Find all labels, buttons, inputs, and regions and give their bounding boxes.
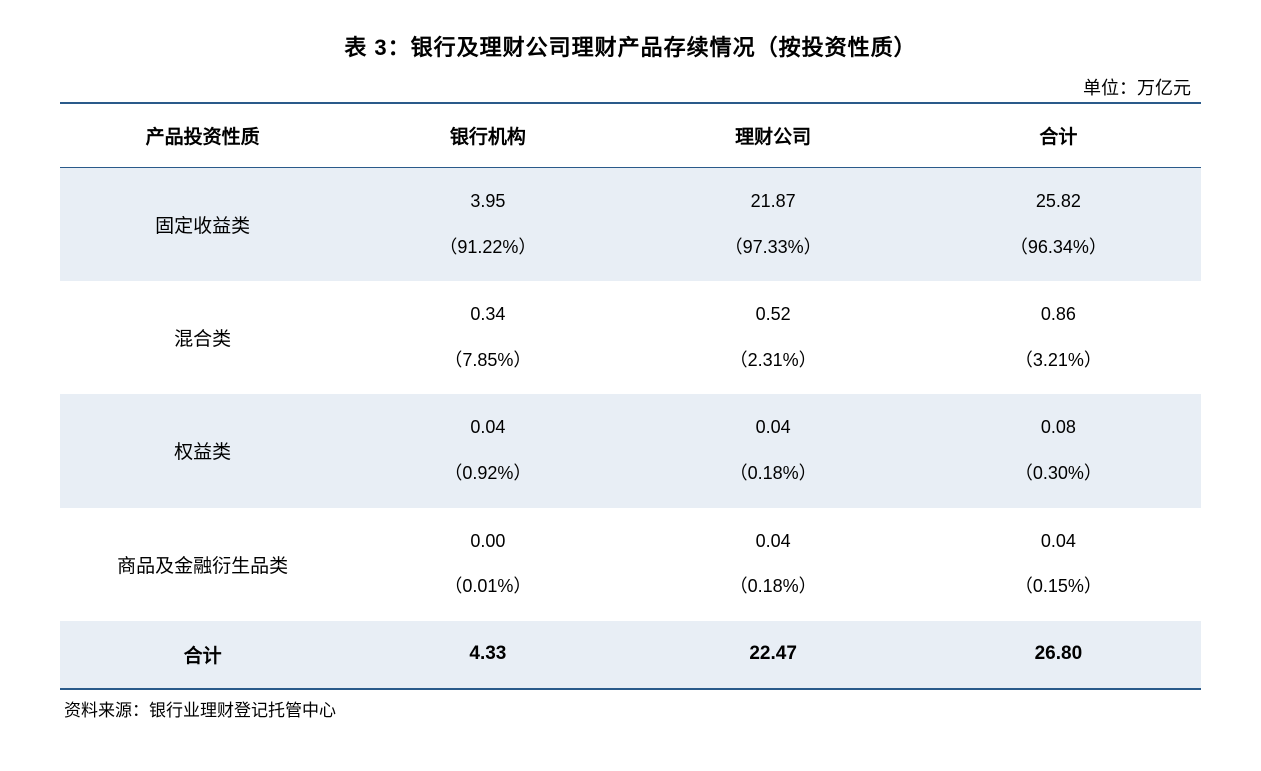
total-value: 4.33 — [345, 621, 630, 689]
value-number: 0.04 — [641, 408, 906, 448]
table-row: 权益类 0.04 （0.92%） 0.04 （0.18%） 0.08 （0.30… — [60, 394, 1201, 507]
cell-value: 0.04 （0.15%） — [916, 508, 1201, 621]
col-header-bank: 银行机构 — [345, 103, 630, 168]
cell-value: 0.04 （0.18%） — [631, 508, 916, 621]
value-percent: （3.21%） — [926, 341, 1191, 381]
total-label: 合计 — [60, 621, 345, 689]
total-row: 合计 4.33 22.47 26.80 — [60, 621, 1201, 689]
col-header-category: 产品投资性质 — [60, 103, 345, 168]
cell-value: 25.82 （96.34%） — [916, 168, 1201, 282]
value-percent: （96.34%） — [926, 228, 1191, 268]
cell-value: 0.52 （2.31%） — [631, 281, 916, 394]
total-value: 26.80 — [916, 621, 1201, 689]
header-row: 产品投资性质 银行机构 理财公司 合计 — [60, 103, 1201, 168]
value-percent: （0.15%） — [926, 567, 1191, 607]
value-number: 0.04 — [355, 408, 620, 448]
cell-value: 0.00 （0.01%） — [345, 508, 630, 621]
col-header-total: 合计 — [916, 103, 1201, 168]
table-title: 表 3：银行及理财公司理财产品存续情况（按投资性质） — [60, 30, 1201, 62]
value-percent: （0.18%） — [641, 567, 906, 607]
row-label: 混合类 — [60, 281, 345, 394]
table-row: 固定收益类 3.95 （91.22%） 21.87 （97.33%） 25.82… — [60, 168, 1201, 282]
total-value: 22.47 — [631, 621, 916, 689]
value-percent: （7.85%） — [355, 341, 620, 381]
cell-value: 0.34 （7.85%） — [345, 281, 630, 394]
cell-value: 21.87 （97.33%） — [631, 168, 916, 282]
source-label: 资料来源：银行业理财登记托管中心 — [60, 696, 1201, 721]
row-label: 固定收益类 — [60, 168, 345, 282]
row-label: 权益类 — [60, 394, 345, 507]
value-number: 0.00 — [355, 522, 620, 562]
value-number: 25.82 — [926, 182, 1191, 222]
value-percent: （91.22%） — [355, 228, 620, 268]
value-percent: （0.01%） — [355, 567, 620, 607]
value-number: 0.04 — [926, 522, 1191, 562]
cell-value: 0.86 （3.21%） — [916, 281, 1201, 394]
value-percent: （0.18%） — [641, 454, 906, 494]
cell-value: 3.95 （91.22%） — [345, 168, 630, 282]
value-number: 0.52 — [641, 295, 906, 335]
value-percent: （2.31%） — [641, 341, 906, 381]
value-percent: （97.33%） — [641, 228, 906, 268]
value-number: 21.87 — [641, 182, 906, 222]
value-percent: （0.92%） — [355, 454, 620, 494]
value-percent: （0.30%） — [926, 454, 1191, 494]
cell-value: 0.04 （0.92%） — [345, 394, 630, 507]
value-number: 3.95 — [355, 182, 620, 222]
value-number: 0.08 — [926, 408, 1191, 448]
row-label: 商品及金融衍生品类 — [60, 508, 345, 621]
data-table: 产品投资性质 银行机构 理财公司 合计 固定收益类 3.95 （91.22%） … — [60, 102, 1201, 690]
value-number: 0.34 — [355, 295, 620, 335]
unit-label: 单位：万亿元 — [60, 74, 1201, 100]
table-row: 商品及金融衍生品类 0.00 （0.01%） 0.04 （0.18%） 0.04… — [60, 508, 1201, 621]
cell-value: 0.04 （0.18%） — [631, 394, 916, 507]
value-number: 0.86 — [926, 295, 1191, 335]
table-row: 混合类 0.34 （7.85%） 0.52 （2.31%） 0.86 （3.21… — [60, 281, 1201, 394]
col-header-wealth: 理财公司 — [631, 103, 916, 168]
value-number: 0.04 — [641, 522, 906, 562]
cell-value: 0.08 （0.30%） — [916, 394, 1201, 507]
